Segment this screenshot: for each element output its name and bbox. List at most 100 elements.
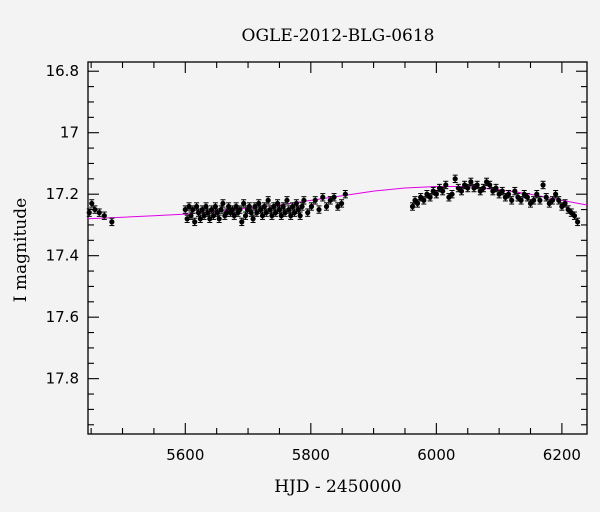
data-point <box>553 191 559 197</box>
data-point <box>225 203 232 210</box>
data-point <box>574 219 581 225</box>
data-point <box>449 191 455 197</box>
y-tick-label: 17.4 <box>46 247 79 265</box>
model-line <box>87 186 588 220</box>
data-point <box>571 213 578 219</box>
data-point <box>537 197 543 203</box>
data-point <box>301 197 307 203</box>
data-point <box>258 206 264 213</box>
data-point <box>224 210 230 216</box>
data-point <box>231 213 237 219</box>
data-point <box>218 206 224 213</box>
data-point <box>273 210 279 216</box>
data-point <box>284 197 290 203</box>
data-point <box>505 191 512 197</box>
data-point <box>229 206 235 213</box>
x-axis-label: HJD - 2450000 <box>274 477 402 497</box>
data-point <box>192 219 198 225</box>
data-point <box>199 206 205 213</box>
data-point <box>256 200 262 207</box>
data-point <box>209 206 215 213</box>
data-point <box>89 200 95 207</box>
data-point <box>524 194 530 200</box>
data-point <box>295 206 301 213</box>
data-point <box>409 203 416 210</box>
data-point <box>493 185 499 191</box>
data-point <box>531 197 537 203</box>
data-point <box>190 206 196 213</box>
data-point <box>452 176 458 182</box>
data-point <box>269 213 275 219</box>
data-point <box>267 206 273 213</box>
data-point <box>182 206 188 213</box>
data-point <box>214 210 220 216</box>
tick-labels: 5600 5800 6000 6200 16.8 17 17.2 17.4 17.6 17.8 <box>46 62 581 464</box>
data-point <box>184 216 190 222</box>
data-point <box>101 213 107 219</box>
data-point <box>237 206 243 213</box>
data-point <box>480 185 487 191</box>
data-point <box>549 197 556 203</box>
data-point <box>518 197 524 203</box>
data-point <box>286 206 292 213</box>
data-point <box>252 203 258 210</box>
data-point <box>92 206 98 213</box>
y-tick-label: 17 <box>60 124 79 142</box>
y-tick-label: 16.8 <box>46 62 79 80</box>
data-point <box>474 182 480 188</box>
data-point <box>265 197 271 203</box>
data-point <box>288 213 294 219</box>
data-point <box>254 210 260 216</box>
data-point <box>205 210 211 216</box>
data-point <box>320 194 326 200</box>
data-point <box>282 210 288 216</box>
data-point <box>443 182 449 188</box>
data-point <box>534 191 540 197</box>
data-point <box>468 179 474 185</box>
y-tick-label: 17.8 <box>46 370 79 388</box>
data-point <box>109 219 115 225</box>
data-point <box>331 194 337 200</box>
data-point <box>327 197 333 203</box>
data-point <box>335 203 341 210</box>
model-curve <box>87 186 588 220</box>
chart-title: OGLE-2012-BLG-0618 <box>242 26 435 46</box>
data-point <box>274 200 281 207</box>
data-point <box>210 213 217 219</box>
data-point <box>540 182 546 188</box>
data-point <box>433 191 439 197</box>
data-point <box>216 216 222 222</box>
data-point <box>421 197 427 203</box>
data-point <box>290 203 296 210</box>
data-point <box>556 197 562 203</box>
axis-ticks <box>88 62 587 434</box>
data-point <box>414 200 421 207</box>
y-tick-label: 17.6 <box>46 308 79 326</box>
data-points <box>86 174 581 227</box>
data-point <box>280 203 286 210</box>
data-point <box>299 203 305 210</box>
data-point <box>220 200 226 207</box>
data-point <box>250 216 256 222</box>
plot-frame <box>87 61 588 435</box>
data-point <box>499 188 505 194</box>
data-point <box>263 210 269 216</box>
data-point <box>308 203 315 210</box>
data-point <box>427 194 433 200</box>
data-point <box>242 213 249 219</box>
data-point <box>323 203 330 210</box>
data-point <box>338 200 345 207</box>
data-point <box>509 197 515 203</box>
data-point <box>440 188 446 194</box>
data-point <box>201 213 207 219</box>
data-point <box>543 194 549 200</box>
data-point <box>239 219 245 225</box>
data-point <box>188 213 194 219</box>
data-point <box>212 203 219 210</box>
data-point <box>458 188 465 194</box>
y-axis-label: I magnitude <box>11 198 31 302</box>
data-point <box>207 216 213 222</box>
x-tick-label: 6000 <box>417 446 455 464</box>
data-point <box>316 206 322 213</box>
